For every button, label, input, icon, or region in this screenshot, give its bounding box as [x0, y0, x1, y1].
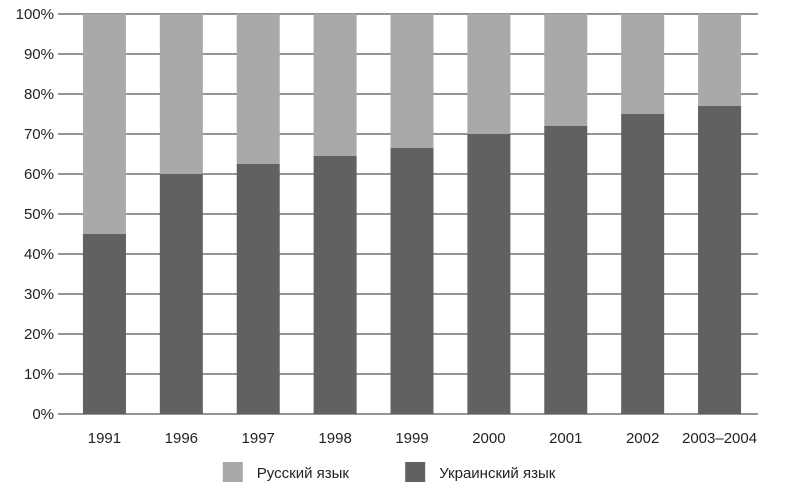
legend: Русский язык Украинский язык [222, 462, 556, 482]
x-tick-label: 2003–2004 [682, 430, 757, 447]
y-tick-label: 0% [32, 406, 54, 423]
y-tick-label: 50% [24, 206, 54, 223]
bar-ukrainian [621, 114, 665, 414]
x-tick-label: 1991 [88, 430, 121, 447]
bar-russian [236, 14, 280, 164]
y-tick-label: 80% [24, 86, 54, 103]
x-tick-label: 2002 [626, 430, 659, 447]
bar-ukrainian [82, 234, 126, 414]
y-tick-label: 10% [24, 366, 54, 383]
y-tick-label: 40% [24, 246, 54, 263]
bar-ukrainian [467, 134, 511, 414]
y-tick-label: 20% [24, 326, 54, 343]
legend-item: Русский язык [222, 462, 350, 482]
x-tick-label: 1997 [242, 430, 275, 447]
bar-russian [313, 14, 357, 156]
bars [82, 14, 742, 414]
legend-item: Украинский язык [405, 462, 556, 482]
bar-ukrainian [698, 106, 742, 414]
legend-swatch [222, 462, 243, 482]
bar-ukrainian [313, 156, 357, 414]
bar-ukrainian [236, 164, 280, 414]
legend-swatch [405, 462, 426, 482]
y-tick-label: 100% [16, 6, 54, 23]
legend-label: Русский язык [257, 465, 350, 482]
bar-russian [467, 14, 511, 134]
bar-ukrainian [159, 174, 203, 414]
legend-label: Украинский язык [439, 465, 556, 482]
bar-ukrainian [390, 148, 434, 414]
y-tick-label: 60% [24, 166, 54, 183]
bar-russian [159, 14, 203, 174]
y-tick-label: 30% [24, 286, 54, 303]
axes: 0% 10% 20% 30% 40% 50% 60% 70% 80% 90% 100% 1991 199… [16, 6, 757, 447]
bar-russian [82, 14, 126, 234]
x-tick-label: 2001 [549, 430, 582, 447]
bar-russian [621, 14, 665, 114]
x-tick-label: 1998 [318, 430, 351, 447]
x-tick-label: 1999 [395, 430, 428, 447]
bar-ukrainian [544, 126, 588, 414]
x-tick-label: 1996 [165, 430, 198, 447]
bar-russian [544, 14, 588, 126]
x-tick-label: 2000 [472, 430, 505, 447]
bar-russian [390, 14, 434, 148]
y-tick-label: 90% [24, 46, 54, 63]
y-tick-label: 70% [24, 126, 54, 143]
bar-russian [698, 14, 742, 106]
